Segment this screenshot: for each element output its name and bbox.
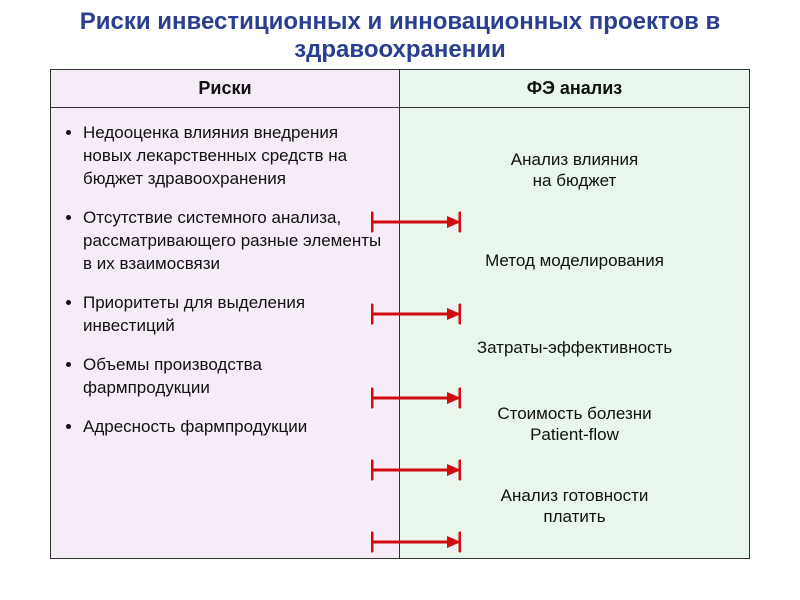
risk-item: Отсутствие системного анализа, рассматри…	[83, 207, 389, 276]
risk-item: Адресность фармпродукции	[83, 416, 389, 439]
analysis-column: ФЭ анализ Анализ влияния на бюджет Метод …	[400, 70, 749, 558]
analysis-item: Метод моделирования	[400, 251, 749, 271]
risks-column: Риски Недооценка влияния внедрения новых…	[51, 70, 400, 558]
risks-list: Недооценка влияния внедрения новых лекар…	[51, 108, 399, 464]
analysis-item: Анализ влияния на бюджет	[400, 150, 749, 191]
risk-analysis-table: Риски Недооценка влияния внедрения новых…	[50, 69, 750, 559]
risk-item: Объемы производства фармпродукции	[83, 354, 389, 400]
risk-item: Недооценка влияния внедрения новых лекар…	[83, 122, 389, 191]
analysis-item: Анализ готовности платить	[400, 486, 749, 527]
analysis-item: Затраты-эффективность	[400, 338, 749, 358]
risks-header: Риски	[51, 70, 399, 108]
risk-item: Приоритеты для выделения инвестиций	[83, 292, 389, 338]
analysis-header: ФЭ анализ	[400, 70, 749, 108]
analysis-item: Стоимость болезни Patient-flow	[400, 404, 749, 445]
analysis-list: Анализ влияния на бюджет Метод моделирова…	[400, 108, 749, 558]
page-title: Риски инвестиционных и инновационных про…	[0, 0, 800, 69]
